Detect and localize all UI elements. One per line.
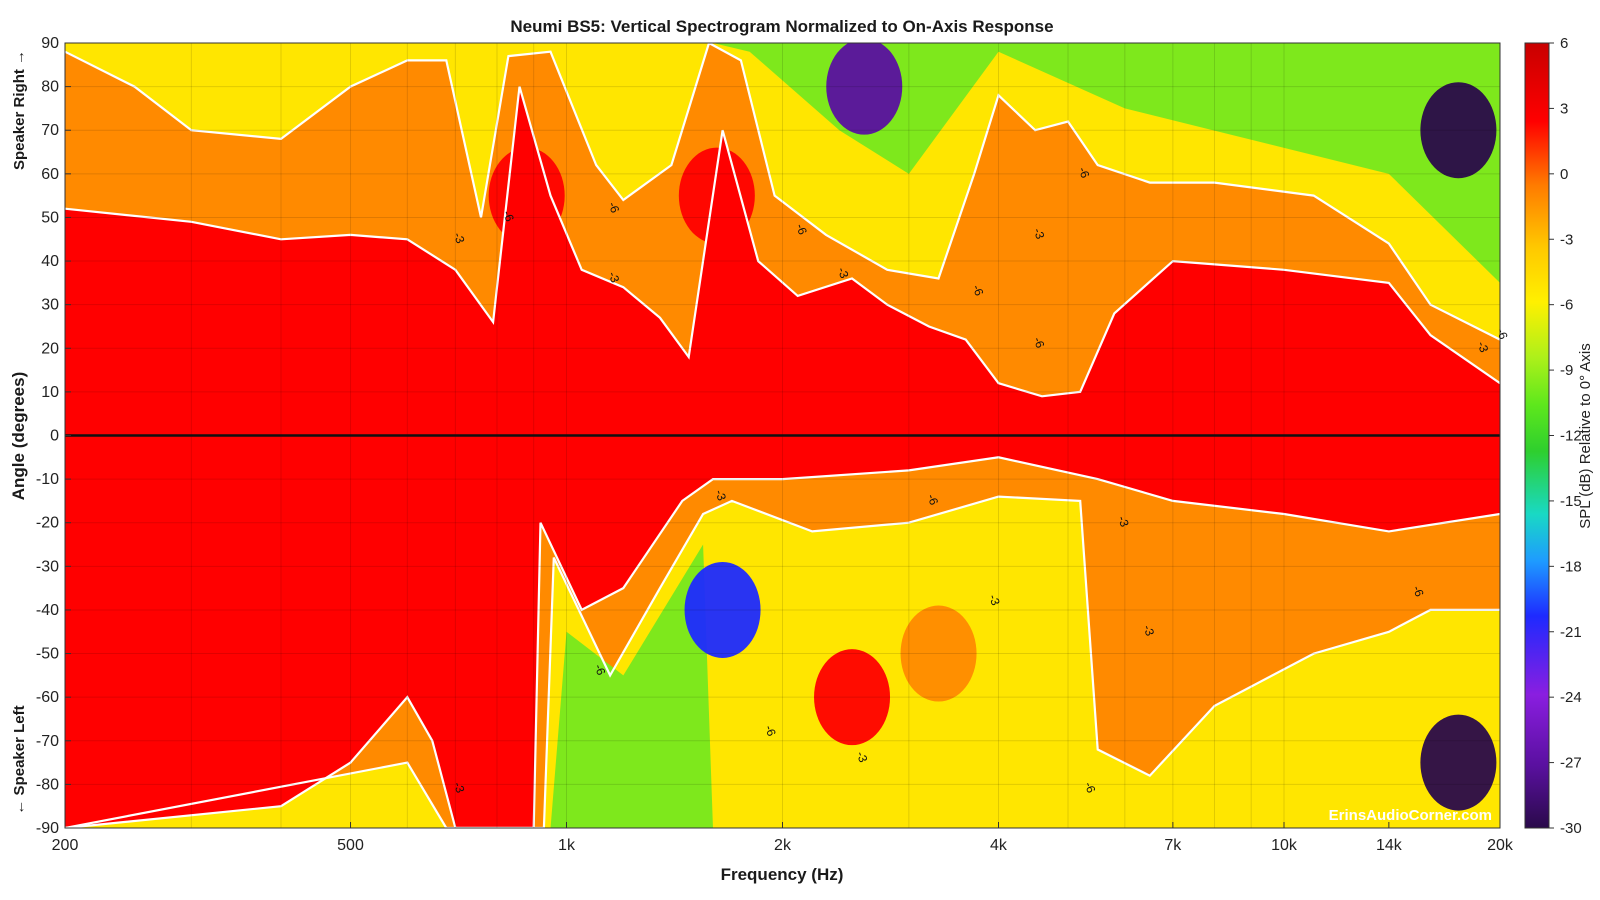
x-tick-label: 1k — [558, 837, 576, 854]
lower-minus3-region — [65, 435, 1500, 828]
y-tick-label: -30 — [36, 558, 59, 575]
x-tick-label: 14k — [1376, 837, 1403, 854]
x-tick-label: 10k — [1271, 837, 1298, 854]
contour-label: -6 — [1076, 165, 1093, 180]
lower-green-band — [550, 544, 713, 828]
contour-label: -3 — [605, 270, 622, 285]
y-tick-label: 40 — [41, 253, 59, 270]
y-tick-label: 20 — [41, 340, 59, 357]
level-spot — [900, 605, 977, 702]
x-tick-label: 7k — [1164, 837, 1182, 854]
contour-label: -6 — [762, 723, 779, 738]
x-tick-label: 4k — [990, 837, 1008, 854]
contour-label-group: -3-6-6-3-6-3-6-6-3-6-3-6-3 -6-3-3-6-6-3-6… — [451, 165, 1511, 795]
y-tick-label: -20 — [36, 515, 59, 532]
colorbar: 6 3 0 -3 -6 -9 -12 -15 -18 -21 -24 -27 -30 SPL (dB) … — [1524, 35, 1594, 837]
y-tick-label: 80 — [41, 79, 59, 96]
plot-area — [65, 43, 1500, 828]
upper-green-band — [712, 43, 1500, 283]
speaker-left-label: ← Speaker Left — [11, 705, 28, 814]
level-spot — [488, 147, 565, 244]
colorbar-tick-label: -21 — [1560, 624, 1582, 641]
x-tick-label: 2k — [774, 837, 792, 854]
contour-line — [65, 86, 1500, 398]
y-tick-label: 30 — [41, 297, 59, 314]
contour-label: -6 — [1494, 326, 1511, 341]
y-axis-label: Angle (degrees) — [9, 372, 28, 500]
contour-label: -6 — [605, 200, 622, 215]
y-tick-label: -80 — [36, 776, 59, 793]
y-tick-label: -70 — [36, 733, 59, 750]
contour-line — [65, 456, 1500, 828]
y-tick-label: 70 — [41, 122, 59, 139]
x-tick-label: 20k — [1487, 837, 1514, 854]
y-tick-label: -90 — [36, 820, 59, 837]
level-spot — [678, 147, 755, 244]
contour-label: -6 — [970, 283, 987, 298]
y-tick-label: -40 — [36, 602, 59, 619]
contour-label: -3 — [835, 265, 852, 280]
colorbar-tick-label: -3 — [1560, 231, 1573, 248]
contour-label: -3 — [1115, 514, 1132, 529]
colorbar-tick-label: -27 — [1560, 755, 1582, 772]
contour-label: -6 — [1031, 335, 1048, 350]
speaker-right-label: Speaker Right → — [11, 50, 28, 170]
x-tick-label: 200 — [52, 837, 79, 854]
watermark-text: ErinsAudioCorner.com — [1329, 807, 1492, 824]
contour-label: -3 — [1140, 623, 1157, 638]
contour-label: -3 — [451, 230, 468, 245]
contour-line — [65, 43, 1500, 341]
colorbar-tick-label: 0 — [1560, 166, 1568, 183]
y-tick-label: -50 — [36, 646, 59, 663]
x-tick-label: 500 — [337, 837, 364, 854]
contour-label: -3 — [854, 749, 871, 764]
color-regions — [65, 43, 1500, 828]
y-tick-label: 90 — [41, 35, 59, 52]
y-tick-label: -60 — [36, 689, 59, 706]
level-spot — [1420, 714, 1497, 811]
colorbar-tick-label: -6 — [1560, 297, 1573, 314]
upper-minus3-region — [65, 86, 1500, 436]
colorbar-tick-label: 3 — [1560, 100, 1568, 117]
x-axis-ticks: 200 500 1k 2k 4k 7k 10k 14k 20k — [52, 822, 1514, 854]
contour-label: -6 — [793, 222, 810, 237]
contour-label: -3 — [712, 488, 729, 503]
contour-lines — [65, 43, 1500, 828]
level-spot — [684, 561, 761, 658]
y-tick-label: 10 — [41, 384, 59, 401]
y-tick-label: 50 — [41, 209, 59, 226]
contour-label: -3 — [1031, 226, 1048, 241]
colorbar-ticks: 6 3 0 -3 -6 -9 -12 -15 -18 -21 -24 -27 -30 — [1549, 35, 1582, 837]
contour-label: -6 — [1410, 584, 1427, 599]
level-spot — [1420, 82, 1497, 179]
x-axis-label: Frequency (Hz) — [721, 865, 844, 884]
y-axis-ticks: 90 80 70 60 50 40 30 20 10 0 -10 -20 -30 -40 -50 -60 -70… — [36, 35, 71, 837]
colorbar-tick-label: -15 — [1560, 493, 1582, 510]
contour-label: -3 — [451, 780, 468, 795]
colorbar-tick-label: -18 — [1560, 558, 1582, 575]
colorbar-label: SPL (dB) Relative to 0° Axis — [1577, 343, 1594, 529]
contour-label: -3 — [1474, 340, 1491, 355]
contour-label: -3 — [986, 592, 1003, 607]
chart-title: Neumi BS5: Vertical Spectrogram Normaliz… — [510, 17, 1053, 36]
contour-label: -6 — [592, 662, 609, 677]
contour-label: -6 — [500, 209, 517, 224]
level-spot — [826, 43, 903, 135]
colorbar-gradient — [1524, 42, 1550, 829]
colorbar-tick-label: 6 — [1560, 35, 1568, 52]
colorbar-tick-label: -24 — [1560, 689, 1582, 706]
contour-line — [65, 495, 1500, 828]
y-tick-label: 0 — [50, 428, 59, 445]
colorbar-tick-label: -9 — [1560, 362, 1573, 379]
contour-label: -6 — [924, 492, 941, 507]
y-tick-label: -10 — [36, 471, 59, 488]
colorbar-tick-label: -30 — [1560, 820, 1582, 837]
contour-label: -6 — [1082, 780, 1099, 795]
y-tick-label: 60 — [41, 166, 59, 183]
colorbar-tick-label: -12 — [1560, 428, 1582, 445]
level-spot — [814, 649, 891, 746]
